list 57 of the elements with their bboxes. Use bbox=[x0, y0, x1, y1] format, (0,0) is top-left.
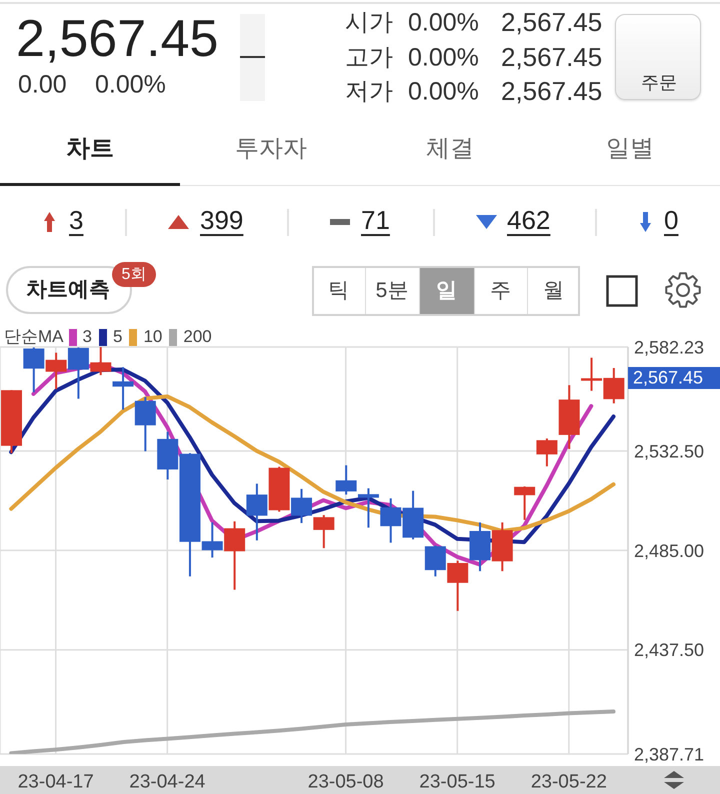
candlestick bbox=[68, 347, 89, 400]
legend-label: 3 bbox=[82, 327, 92, 347]
order-button: 주문 bbox=[615, 14, 701, 100]
x-tick-label: 23-04-24 bbox=[129, 771, 206, 792]
text: 저가 bbox=[345, 78, 393, 106]
text: 399 bbox=[200, 205, 244, 236]
candlestick bbox=[536, 438, 558, 468]
legend-label: 5 bbox=[112, 327, 122, 347]
text: 시가 bbox=[345, 9, 393, 37]
candlestick bbox=[112, 366, 134, 411]
text: 0.00 bbox=[18, 70, 67, 100]
text: 3 bbox=[69, 205, 84, 236]
legend-label: 10 bbox=[143, 327, 162, 347]
candlestick bbox=[23, 347, 44, 394]
text: 0.00% bbox=[95, 70, 166, 100]
x-tick-label: 23-04-17 bbox=[18, 771, 94, 792]
x-tick-label: 23-05-15 bbox=[419, 771, 496, 792]
candlestick bbox=[291, 488, 312, 524]
y-tick-label: 2,532.50 bbox=[634, 441, 704, 462]
candlestick bbox=[90, 347, 112, 376]
candlestick bbox=[358, 487, 379, 529]
text: 0.00% bbox=[408, 78, 479, 106]
text: 0.00% bbox=[408, 44, 479, 72]
text: 2,567.45 bbox=[501, 76, 602, 107]
line-series bbox=[9, 394, 616, 533]
price-tag: 2,567.45 bbox=[628, 366, 720, 389]
x-tick-label: 23-05-22 bbox=[530, 771, 607, 792]
y-tick-label: 2,582.23 bbox=[634, 337, 704, 358]
line-series bbox=[9, 710, 616, 754]
candlestick bbox=[46, 352, 67, 390]
candlestick bbox=[514, 485, 536, 521]
candlestick bbox=[447, 560, 468, 612]
text: 체결 bbox=[426, 135, 474, 163]
text: 0.00% bbox=[408, 8, 479, 38]
text: 0 bbox=[664, 205, 678, 236]
candlestick bbox=[224, 520, 246, 591]
text: 71 bbox=[361, 205, 390, 236]
candlestick bbox=[246, 482, 268, 542]
text: 일별 bbox=[606, 135, 654, 163]
y-tick-label: 2,387.71 bbox=[634, 744, 704, 764]
text: 2,567.45 bbox=[501, 7, 602, 38]
segmented-control: 틱 5분 일 주 월 bbox=[312, 266, 580, 316]
y-tick-label: 2,437.50 bbox=[634, 640, 704, 660]
text: 투자자 bbox=[235, 135, 307, 163]
text: 차트 bbox=[66, 135, 114, 163]
x-tick-label: 23-05-08 bbox=[308, 771, 384, 792]
text: 고가 bbox=[345, 44, 393, 72]
y-tick-label: 2,485.00 bbox=[634, 540, 704, 561]
candlestick bbox=[313, 514, 334, 550]
badge: 5회 bbox=[112, 262, 156, 287]
candlestick bbox=[336, 464, 357, 496]
legend-title: 단순MA bbox=[4, 327, 64, 347]
candlestick bbox=[424, 544, 446, 578]
legend-label: 200 bbox=[183, 327, 212, 347]
text: 2,567.45 bbox=[501, 42, 602, 73]
text: 2,567.45 bbox=[16, 10, 218, 70]
text: 462 bbox=[507, 205, 550, 236]
